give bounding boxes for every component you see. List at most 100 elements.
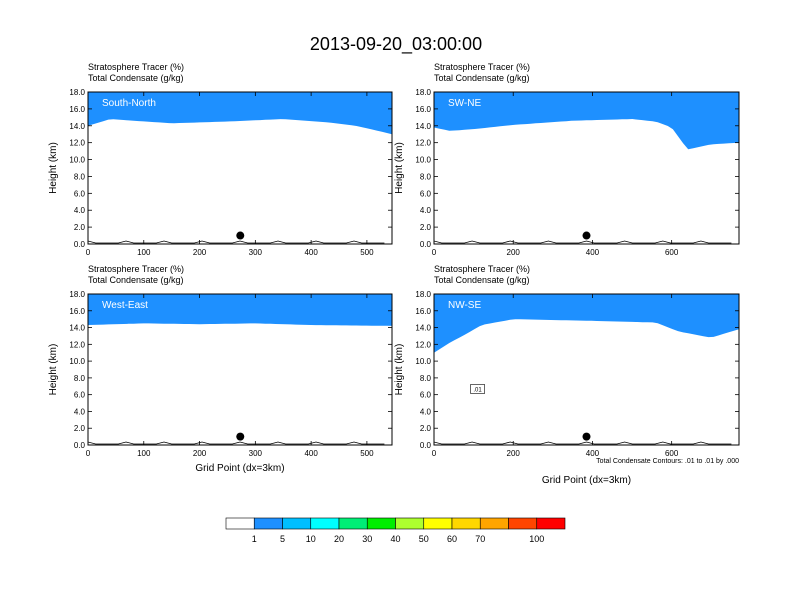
panel-nw-se: Stratosphere Tracer (%)Total Condensate … bbox=[394, 264, 740, 486]
panels: Stratosphere Tracer (%)Total Condensate … bbox=[48, 62, 740, 486]
label-bar-box-10 bbox=[508, 517, 538, 530]
y-tick-label: 16.0 bbox=[69, 105, 85, 114]
x-tick-label: 400 bbox=[304, 248, 318, 257]
contour-label: .01 bbox=[473, 387, 482, 393]
label-bar-label: 1 bbox=[252, 534, 257, 544]
plot-frame bbox=[433, 91, 740, 245]
y-tick-label: 6.0 bbox=[74, 391, 86, 400]
y-tick-label: 6.0 bbox=[420, 189, 432, 198]
label-bar-label: 30 bbox=[362, 534, 372, 544]
y-tick-label: 14.0 bbox=[69, 122, 85, 131]
x-tick-label: 0 bbox=[86, 449, 91, 458]
tracer-fill bbox=[434, 294, 739, 353]
y-tick-label: 18.0 bbox=[415, 290, 431, 299]
y-axis-label: Height (km) bbox=[394, 142, 405, 194]
x-tick-label: 400 bbox=[586, 449, 600, 458]
tracer-fill bbox=[88, 92, 392, 135]
x-tick-label: 500 bbox=[360, 449, 374, 458]
label-bar-box-5 bbox=[366, 517, 396, 530]
x-tick-label: 200 bbox=[193, 449, 207, 458]
y-tick-label: 0.0 bbox=[420, 441, 432, 450]
y-tick-label: 10.0 bbox=[69, 156, 85, 165]
label-bar-box-7 bbox=[423, 517, 453, 530]
y-tick-label: 8.0 bbox=[74, 374, 86, 383]
x-tick-label: 100 bbox=[137, 449, 151, 458]
x-tick-label: 200 bbox=[507, 449, 521, 458]
y-tick-label: 2.0 bbox=[420, 424, 432, 433]
panel-west-east: Stratosphere Tracer (%)Total Condensate … bbox=[48, 264, 393, 474]
label-bar-box-1 bbox=[253, 517, 283, 530]
label-bar-label: 60 bbox=[447, 534, 457, 544]
x-tick-label: 400 bbox=[586, 248, 600, 257]
location-marker bbox=[236, 231, 245, 240]
panel-header-tracer: Stratosphere Tracer (%) bbox=[88, 62, 184, 72]
tracer-band-10 bbox=[434, 294, 739, 353]
x-axis-label: Grid Point (dx=3km) bbox=[195, 463, 284, 474]
panel-south-north: Stratosphere Tracer (%)Total Condensate … bbox=[48, 62, 393, 257]
y-tick-label: 10.0 bbox=[415, 357, 431, 366]
x-tick-label: 300 bbox=[249, 449, 263, 458]
plot-frame bbox=[87, 91, 393, 245]
panel-header-tracer: Stratosphere Tracer (%) bbox=[434, 62, 530, 72]
y-tick-label: 14.0 bbox=[415, 122, 431, 131]
y-tick-label: 4.0 bbox=[74, 206, 86, 215]
plot-frame bbox=[87, 293, 393, 446]
y-tick-label: 14.0 bbox=[69, 324, 85, 333]
y-tick-label: 18.0 bbox=[69, 88, 85, 97]
y-tick-label: 16.0 bbox=[415, 307, 431, 316]
tracer-fill bbox=[434, 92, 739, 150]
y-tick-label: 12.0 bbox=[415, 340, 431, 349]
panel-label: NW-SE bbox=[448, 300, 481, 311]
y-tick-label: 6.0 bbox=[74, 189, 86, 198]
y-tick-label: 4.0 bbox=[420, 206, 432, 215]
y-tick-label: 0.0 bbox=[420, 240, 432, 249]
y-tick-label: 10.0 bbox=[415, 156, 431, 165]
y-tick-label: 2.0 bbox=[74, 424, 86, 433]
y-tick-label: 10.0 bbox=[69, 357, 85, 366]
y-tick-label: 4.0 bbox=[420, 407, 432, 416]
y-tick-label: 0.0 bbox=[74, 240, 86, 249]
x-tick-label: 100 bbox=[137, 248, 151, 257]
label-bar-label: 10 bbox=[306, 534, 316, 544]
y-tick-label: 8.0 bbox=[420, 374, 432, 383]
y-tick-label: 2.0 bbox=[74, 223, 86, 232]
y-axis-label: Height (km) bbox=[48, 142, 59, 194]
panel-header-condensate: Total Condensate (g/kg) bbox=[434, 275, 530, 285]
tracer-band-10 bbox=[434, 92, 739, 150]
contour-annotation: Total Condensate Contours: .01 to .01 by… bbox=[596, 458, 739, 465]
panel-label: SW-NE bbox=[448, 98, 481, 109]
x-tick-label: 500 bbox=[360, 248, 374, 257]
panel-sw-ne: Stratosphere Tracer (%)Total Condensate … bbox=[394, 62, 740, 257]
tracer-band-10 bbox=[88, 92, 392, 135]
x-tick-label: 600 bbox=[665, 449, 679, 458]
x-tick-label: 0 bbox=[432, 449, 437, 458]
condensate-contours bbox=[88, 441, 385, 445]
y-tick-label: 8.0 bbox=[420, 172, 432, 181]
label-bar-label: 70 bbox=[475, 534, 485, 544]
panel-header-tracer: Stratosphere Tracer (%) bbox=[434, 264, 530, 274]
x-tick-label: 200 bbox=[193, 248, 207, 257]
y-tick-label: 0.0 bbox=[74, 441, 86, 450]
label-bar-label: 50 bbox=[419, 534, 429, 544]
figure-title: 2013-09-20_03:00:00 bbox=[310, 34, 482, 55]
x-tick-label: 400 bbox=[304, 449, 318, 458]
panel-header-condensate: Total Condensate (g/kg) bbox=[88, 73, 184, 83]
y-axis-label: Height (km) bbox=[48, 344, 59, 396]
y-tick-label: 16.0 bbox=[415, 105, 431, 114]
y-tick-label: 18.0 bbox=[69, 290, 85, 299]
contour-label-box bbox=[470, 384, 485, 394]
y-axis-label: Height (km) bbox=[394, 344, 405, 396]
y-tick-label: 12.0 bbox=[69, 139, 85, 148]
condensate-contours bbox=[434, 441, 732, 445]
label-bar-box-3 bbox=[310, 517, 340, 530]
x-tick-label: 200 bbox=[507, 248, 521, 257]
location-marker bbox=[582, 231, 591, 240]
condensate-contours bbox=[88, 240, 385, 244]
label-bar-box-2 bbox=[282, 517, 312, 530]
y-tick-label: 4.0 bbox=[74, 407, 86, 416]
y-tick-label: 2.0 bbox=[420, 223, 432, 232]
y-tick-label: 8.0 bbox=[74, 172, 86, 181]
x-tick-label: 0 bbox=[432, 248, 437, 257]
label-bar-box-4 bbox=[338, 517, 368, 530]
y-tick-label: 12.0 bbox=[69, 340, 85, 349]
